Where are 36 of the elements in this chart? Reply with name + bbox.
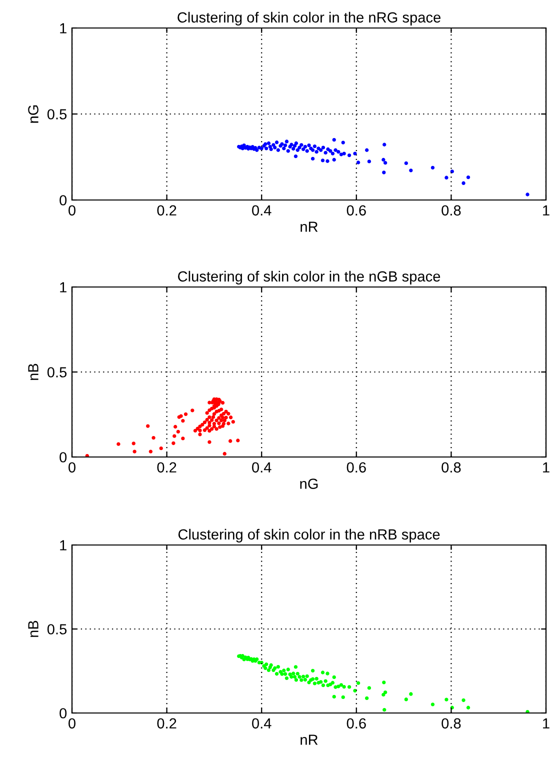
x-tick-label: 0.2 — [157, 718, 176, 729]
y-tick-label: 0 — [60, 195, 67, 206]
x-tick-label: 0.2 — [157, 462, 176, 473]
chart-title: Clustering of skin color in the nRB space — [178, 528, 440, 542]
y-tick-label: 0.5 — [47, 624, 67, 634]
y-tick-label: 1 — [60, 540, 66, 550]
x-axis-title: nR — [300, 734, 318, 745]
x-tick-label: 1 — [543, 205, 550, 216]
y-tick-label: 1 — [60, 282, 66, 292]
y-axis-title: nB — [28, 364, 38, 380]
x-tick-label: 0.8 — [442, 718, 461, 729]
x-tick-label: 1 — [543, 462, 550, 472]
chart-title: Clustering of skin color in the nGB space — [178, 270, 440, 284]
y-tick-label: 0 — [60, 452, 67, 462]
x-tick-label: 0 — [68, 462, 76, 473]
x-tick-label: 0.4 — [252, 718, 272, 729]
x-tick-label: 0.4 — [252, 205, 272, 216]
x-tick-label: 0 — [68, 718, 76, 729]
x-tick-label: 0.6 — [346, 718, 366, 729]
x-axis-title: nR — [300, 222, 318, 232]
y-tick-label: 1 — [60, 23, 66, 34]
x-tick-label: 0 — [68, 205, 76, 216]
x-tick-label: 0.8 — [442, 205, 461, 216]
x-axis-title: nG — [300, 478, 318, 489]
x-tick-label: 0.2 — [157, 205, 176, 216]
y-tick-label: 0.5 — [47, 367, 67, 378]
x-tick-label: 0.6 — [346, 462, 366, 473]
y-axis-title: nB — [28, 620, 38, 637]
chart-title: Clustering of skin color in the nRG space — [178, 12, 440, 26]
y-tick-label: 0 — [60, 708, 67, 718]
x-tick-label: 0.6 — [346, 205, 366, 216]
x-tick-label: 0.8 — [442, 462, 461, 473]
y-axis-title: nG — [28, 105, 38, 123]
y-tick-label: 0.5 — [47, 109, 67, 120]
x-tick-label: 0.4 — [252, 462, 272, 473]
x-tick-label: 1 — [543, 718, 550, 728]
